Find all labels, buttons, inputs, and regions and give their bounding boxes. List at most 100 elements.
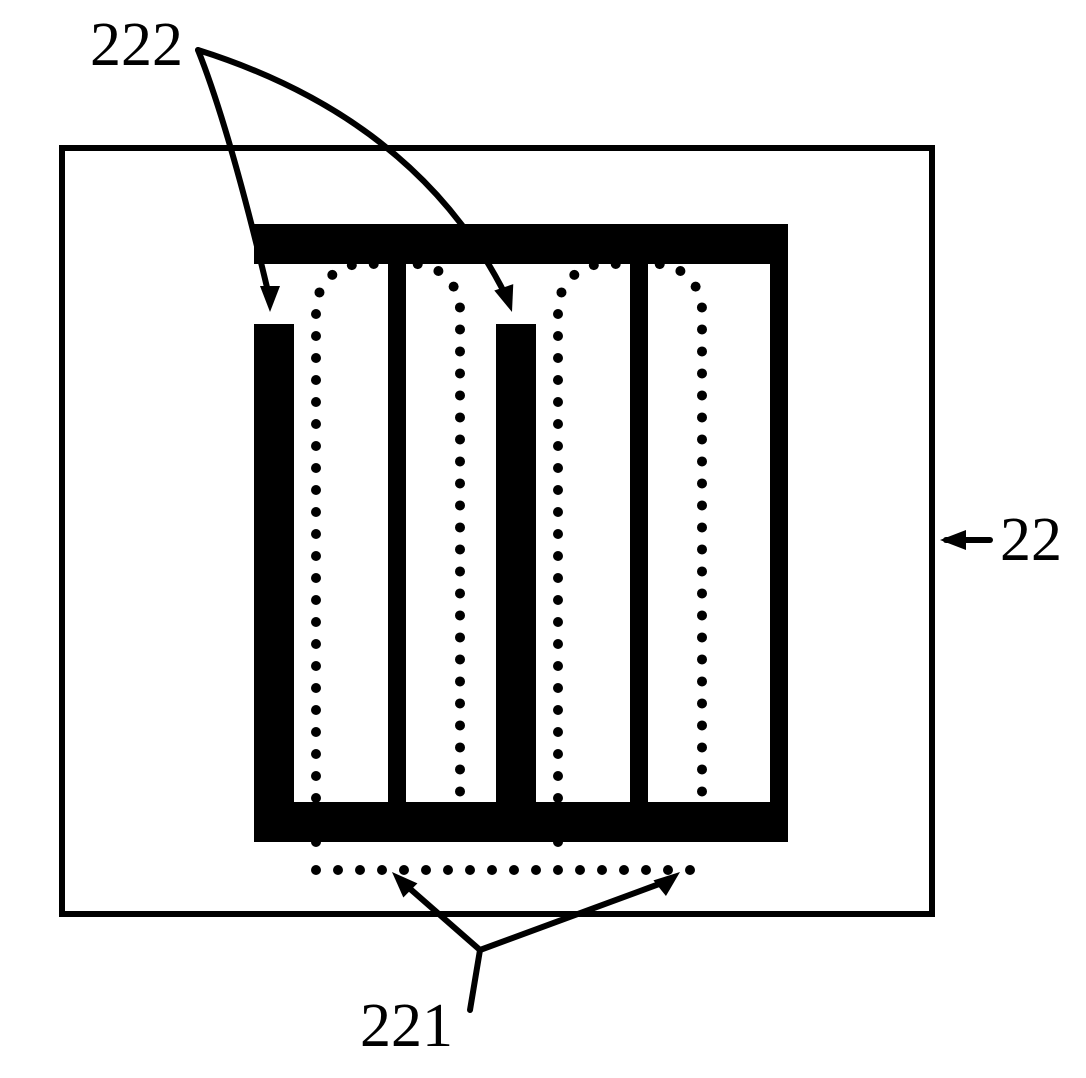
dotted-outline-dot (433, 266, 443, 276)
dotted-outline-dot (311, 441, 321, 451)
dotted-outline-dot (455, 500, 465, 510)
top-finger (388, 264, 406, 802)
dotted-outline-dot (311, 529, 321, 539)
dotted-outline-dot (553, 463, 563, 473)
dotted-outline-dot (697, 676, 707, 686)
dotted-outline-dot (697, 720, 707, 730)
dotted-outline-dot (455, 368, 465, 378)
dotted-outline-dot (553, 353, 563, 363)
dotted-bottom-dot (619, 865, 629, 875)
bottom-finger (254, 324, 294, 802)
dotted-outline-dot (589, 260, 599, 270)
dotted-bottom-dot (377, 865, 387, 875)
dotted-outline-dot (553, 529, 563, 539)
dotted-outline-dot (311, 331, 321, 341)
dotted-outline-dot (569, 270, 579, 280)
dotted-bottom-dot (575, 865, 585, 875)
dotted-outline-dot (697, 742, 707, 752)
dotted-outline-dot (697, 566, 707, 576)
dotted-outline-dot (311, 727, 321, 737)
dotted-bottom-dot (597, 865, 607, 875)
dotted-outline-dot (455, 390, 465, 400)
dotted-outline-dot (455, 456, 465, 466)
dotted-outline-dot (553, 617, 563, 627)
dotted-outline-dot (455, 588, 465, 598)
dotted-outline-dot (697, 654, 707, 664)
dotted-outline-dot (553, 375, 563, 385)
dotted-outline-dot (697, 786, 707, 796)
arrow-221-leader (470, 950, 480, 1010)
dotted-outline-dot (455, 720, 465, 730)
dotted-outline-dot (697, 346, 707, 356)
dotted-bottom-dot (465, 865, 475, 875)
dotted-outline-dot (311, 485, 321, 495)
dotted-outline-dot (311, 573, 321, 583)
dotted-outline-dot (449, 282, 459, 292)
dotted-outline-dot (455, 632, 465, 642)
dotted-outline-dot (311, 551, 321, 561)
dotted-outline-dot (455, 346, 465, 356)
bottom-finger (496, 324, 536, 802)
dotted-outline-dot (455, 522, 465, 532)
dotted-outline-dot (691, 282, 701, 292)
dotted-outline-dot (611, 259, 621, 269)
dotted-outline-dot (455, 566, 465, 576)
dotted-outline-dot (311, 463, 321, 473)
dotted-outline-dot (311, 771, 321, 781)
arrow-head (653, 872, 680, 896)
dotted-bottom-dot (421, 865, 431, 875)
dotted-outline-dot (553, 837, 563, 847)
dotted-outline-dot (553, 705, 563, 715)
dotted-outline-dot (697, 390, 707, 400)
dotted-outline-dot (311, 375, 321, 385)
dotted-outline-dot (369, 259, 379, 269)
dotted-outline-dot (553, 441, 563, 451)
diagram-canvas: 22222221 (0, 0, 1086, 1078)
dotted-bottom-dot (641, 865, 651, 875)
dotted-bottom-dot (443, 865, 453, 875)
dotted-outline-dot (697, 830, 707, 840)
dotted-bottom-dot (399, 865, 409, 875)
dotted-outline-dot (391, 259, 401, 269)
dotted-outline-dot (553, 771, 563, 781)
dotted-outline-dot (455, 412, 465, 422)
dotted-outline-dot (455, 544, 465, 554)
dotted-outline-dot (697, 610, 707, 620)
dotted-outline-dot (553, 815, 563, 825)
dotted-outline-dot (455, 434, 465, 444)
dotted-bottom-dot (553, 865, 563, 875)
dotted-outline-dot (697, 544, 707, 554)
dotted-outline-dot (553, 683, 563, 693)
dotted-outline-dot (553, 485, 563, 495)
dotted-outline-dot (697, 808, 707, 818)
dotted-outline-dot (553, 573, 563, 583)
dotted-outline-dot (553, 749, 563, 759)
dotted-bottom-dot (487, 865, 497, 875)
dotted-outline-dot (675, 266, 685, 276)
dotted-outline-dot (311, 661, 321, 671)
dotted-outline-dot (311, 353, 321, 363)
dotted-outline-dot (697, 412, 707, 422)
dotted-outline-dot (697, 698, 707, 708)
dotted-bottom-dot (509, 865, 519, 875)
top-finger (630, 264, 648, 802)
dotted-outline-dot (553, 661, 563, 671)
dotted-outline-dot (697, 302, 707, 312)
dotted-outline-dot (311, 683, 321, 693)
dotted-outline-dot (311, 419, 321, 429)
dotted-outline-dot (556, 287, 566, 297)
dotted-outline-dot (553, 551, 563, 561)
dotted-outline-dot (413, 259, 423, 269)
dotted-outline-dot (311, 617, 321, 627)
dotted-outline-dot (347, 260, 357, 270)
arrow-head (494, 284, 513, 312)
dotted-outline-dot (311, 397, 321, 407)
label-l221: 221 (360, 992, 453, 1060)
dotted-outline-dot (697, 588, 707, 598)
dotted-outline-dot (697, 632, 707, 642)
dotted-outline-dot (553, 419, 563, 429)
dotted-bottom-dot (333, 865, 343, 875)
dotted-outline-dot (314, 287, 324, 297)
dotted-bottom-dot (531, 865, 541, 875)
arrow-head (260, 286, 280, 312)
